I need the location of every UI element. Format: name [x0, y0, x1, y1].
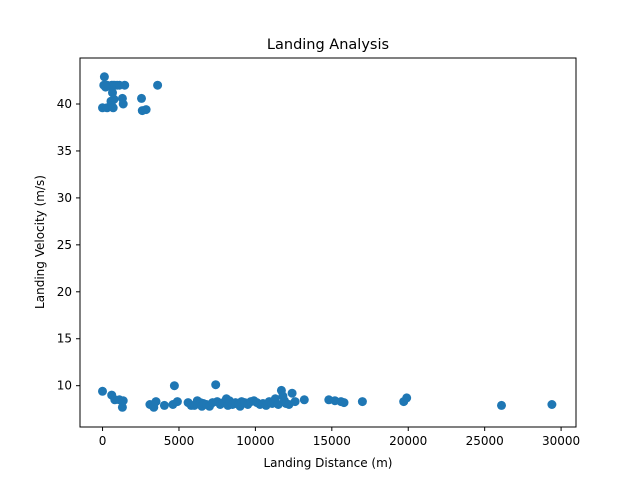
data-point [339, 398, 349, 408]
chart-title: Landing Analysis [267, 37, 389, 53]
data-point [101, 82, 111, 92]
data-point [141, 105, 151, 115]
x-axis-title: Landing Distance (m) [264, 456, 393, 470]
data-point [137, 93, 146, 103]
data-point [172, 397, 182, 407]
data-point [118, 396, 128, 406]
x-tick-label: 5000 [164, 434, 195, 448]
data-point [108, 103, 118, 113]
x-tick-label: 15000 [313, 434, 351, 448]
y-tick-label: 30 [57, 191, 72, 205]
data-point [547, 400, 557, 409]
data-point [99, 72, 109, 82]
y-tick-label: 20 [57, 285, 72, 299]
y-tick-label: 10 [57, 379, 72, 393]
data-point [290, 397, 300, 407]
y-tick-label: 40 [57, 97, 72, 111]
x-tick-label: 10000 [236, 434, 274, 448]
data-point [117, 402, 127, 412]
plot-frame [79, 57, 577, 428]
x-axis-ticks: 0 5000 10000 15000 20000 25000 30000 [99, 427, 580, 448]
x-tick-label: 30000 [542, 434, 580, 448]
y-tick-label: 35 [57, 144, 72, 158]
data-point [118, 99, 128, 109]
x-tick-label: 0 [99, 434, 107, 448]
data-point [151, 397, 161, 407]
data-point [497, 400, 506, 410]
x-tick-label: 25000 [466, 434, 504, 448]
data-point [299, 395, 309, 405]
y-axis-ticks: 10 15 20 25 30 35 40 [57, 97, 80, 393]
data-point [153, 80, 163, 90]
data-point [159, 400, 169, 410]
y-tick-label: 25 [57, 238, 72, 252]
data-point [120, 80, 130, 90]
data-point [169, 381, 179, 391]
y-axis-title: Landing Velocity (m/s) [33, 175, 47, 309]
x-tick-label: 20000 [389, 434, 427, 448]
y-tick-label: 15 [57, 332, 72, 346]
data-point [211, 380, 221, 390]
data-point [98, 386, 107, 396]
data-point [357, 397, 367, 407]
data-point [287, 388, 297, 398]
data-points [98, 72, 557, 412]
data-point [402, 393, 412, 403]
